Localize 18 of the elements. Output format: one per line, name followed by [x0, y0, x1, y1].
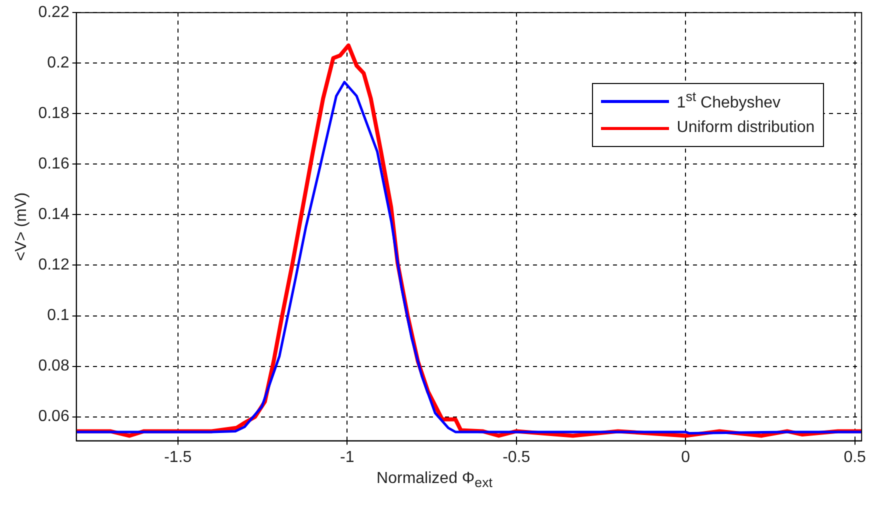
y-tick-label: 0.1: [47, 307, 70, 324]
y-tick-label: 0.16: [38, 156, 70, 173]
x-tick-label: 0: [681, 448, 690, 466]
y-axis-title: <V> (mV): [13, 192, 30, 261]
x-tick-label: -1.5: [164, 448, 192, 466]
x-tick-label: 0.5: [844, 448, 866, 466]
y-tick-label: 0.14: [38, 206, 70, 224]
y-tick-label: 0.22: [38, 4, 70, 22]
y-tick-label: 0.08: [38, 358, 70, 375]
legend-label: 1$^{st}$ Chebyshev: [676, 89, 781, 113]
y-tick-label: 0.2: [47, 54, 70, 72]
legend-label: Uniform distribution: [676, 119, 815, 138]
x-tick-label: -0.5: [502, 448, 530, 466]
x-axis-title: Normalized Φ$_{ext}$: [376, 470, 494, 490]
y-tick-label: 0.12: [38, 256, 70, 274]
y-tick-label: 0.18: [38, 105, 70, 122]
x-tick-label: -1: [340, 448, 354, 466]
y-tick-label: 0.06: [38, 408, 70, 426]
